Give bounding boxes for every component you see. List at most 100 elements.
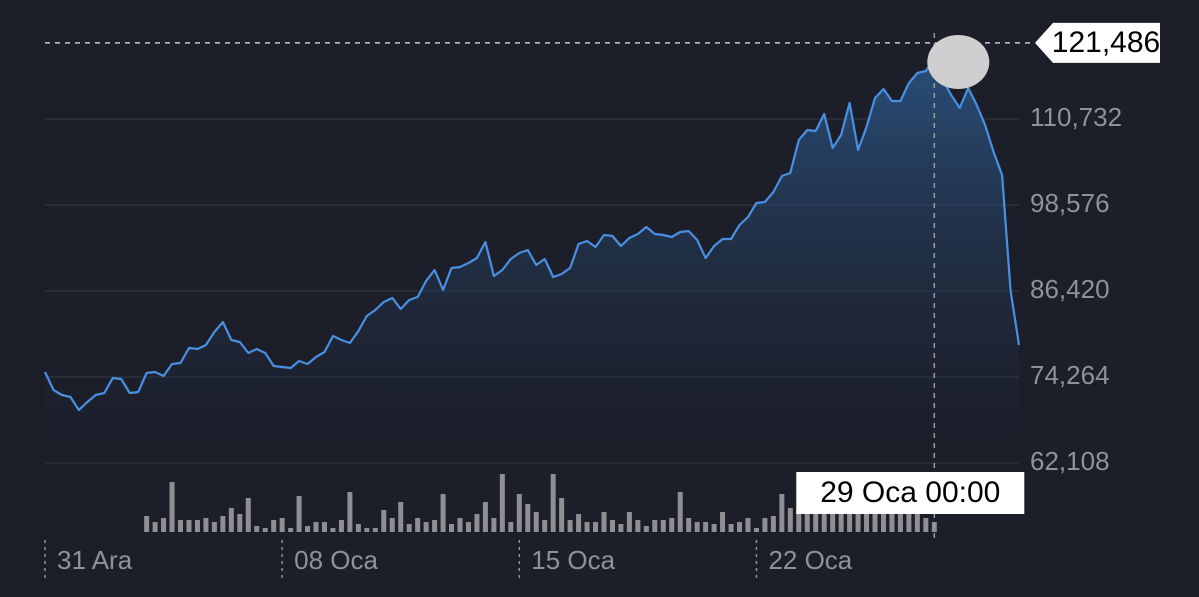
volume-bar: [677, 492, 683, 532]
volume-bar: [406, 524, 412, 532]
volume-bar: [465, 522, 471, 532]
volume-bar: [237, 514, 243, 532]
volume-bar: [804, 506, 810, 532]
volume-bar: [381, 510, 387, 532]
volume-bar: [533, 512, 539, 532]
y-tick-label: 74,264: [1030, 360, 1110, 390]
volume-bar: [914, 504, 920, 532]
volume-bar: [660, 520, 666, 532]
volume-bar: [703, 522, 709, 532]
volume-bar: [728, 524, 734, 532]
volume-bar: [652, 520, 658, 532]
volume-bar: [838, 508, 844, 532]
x-tick-label: 31 Ara: [57, 545, 133, 575]
volume-bar: [762, 518, 768, 532]
volume-bar: [559, 498, 565, 532]
price-line: [44, 56, 1021, 412]
volume-bar: [525, 504, 531, 532]
volume-bar: [508, 522, 514, 532]
volume-bar: [567, 520, 573, 532]
volume-bar: [254, 526, 260, 532]
volume-bar: [626, 512, 632, 532]
volume-bar: [321, 522, 327, 532]
volume-bar: [152, 522, 158, 532]
volume-bar: [144, 516, 150, 532]
volume-bar: [770, 516, 776, 532]
volume-bar: [593, 522, 599, 532]
volume-bar: [635, 520, 641, 532]
volume-bar: [262, 528, 268, 532]
volume-bar: [288, 528, 294, 532]
y-tick-label: 110,732: [1030, 102, 1122, 132]
volume-bar: [499, 474, 505, 532]
volume-bar: [305, 526, 311, 532]
volume-bar: [449, 524, 455, 532]
volume-bar: [178, 520, 184, 532]
volume-bar: [872, 510, 878, 532]
volume-bar: [584, 522, 590, 532]
volume-bar: [186, 520, 192, 532]
volume-bar: [906, 508, 912, 532]
x-tick-label: 22 Oca: [768, 545, 852, 575]
x-tick-label: 15 Oca: [531, 545, 615, 575]
volume-bar: [745, 518, 751, 532]
volume-bar: [398, 502, 404, 532]
volume-bar: [923, 518, 929, 532]
volume-bar: [279, 518, 285, 532]
volume-bar: [203, 518, 209, 532]
volume-bar: [609, 520, 615, 532]
volume-bar: [516, 494, 522, 532]
volume-bar: [432, 520, 438, 532]
volume-bar: [389, 518, 395, 532]
volume-bar: [423, 522, 429, 532]
y-tick-label: 98,576: [1030, 188, 1110, 218]
volume-bar: [355, 524, 361, 532]
volume-bar: [821, 508, 827, 532]
volume-bar: [228, 508, 234, 532]
volume-bar: [711, 524, 717, 532]
volume-bar: [338, 520, 344, 532]
volume-bar: [296, 496, 302, 532]
volume-bar: [482, 502, 488, 532]
crosshair-date: 29 Oca 00:00: [820, 476, 1000, 509]
volume-bar: [245, 498, 251, 532]
volume-bar: [686, 518, 692, 532]
volume-bar: [161, 518, 167, 532]
volume-bar: [542, 520, 548, 532]
volume-bar: [330, 528, 336, 532]
volume-bar: [737, 522, 743, 532]
volume-bar: [864, 506, 870, 532]
volume-bar: [847, 508, 853, 532]
volume-bar: [169, 482, 175, 532]
volume-bar: [457, 518, 463, 532]
area-fill: [45, 58, 1019, 463]
volume-bar: [550, 474, 556, 532]
y-tick-label: 86,420: [1030, 274, 1110, 304]
x-tick-label: 08 Oca: [294, 545, 378, 575]
volume-bar: [576, 514, 582, 532]
volume-bar: [720, 512, 726, 532]
volume-bar: [889, 506, 895, 532]
volume-bar: [880, 508, 886, 532]
volume-bar: [211, 522, 217, 532]
crosshair-value: 121,486: [1052, 26, 1160, 59]
volume-bar: [694, 522, 700, 532]
volume-bar: [491, 518, 497, 532]
volume-bar: [669, 518, 675, 532]
volume-bar: [347, 492, 353, 532]
volume-bar: [364, 528, 370, 532]
volume-bar: [618, 524, 624, 532]
volume-bar: [415, 518, 421, 532]
volume-bar: [796, 506, 802, 532]
volume-bar: [313, 522, 319, 532]
volume-bar: [830, 508, 836, 532]
volume-bar: [601, 512, 607, 532]
volume-bar: [643, 526, 649, 532]
volume-bar: [474, 514, 480, 532]
volume-bar: [372, 528, 378, 532]
volume-bar: [897, 512, 903, 532]
volume-bar: [220, 516, 226, 532]
value-label-box: [1035, 22, 1160, 63]
